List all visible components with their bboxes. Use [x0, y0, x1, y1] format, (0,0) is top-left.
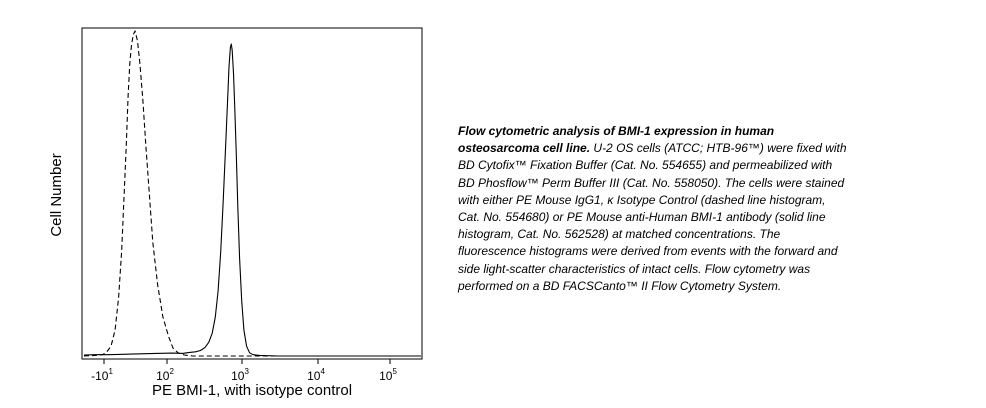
caption-title: Flow cytometric analysis of BMI-1 expres…: [458, 124, 775, 156]
series-layer: [83, 30, 421, 357]
x-tick-label: -101: [91, 367, 113, 383]
plot-frame: [81, 27, 423, 360]
isotype-histogram-line: [83, 30, 421, 357]
x-tick-label: 105: [379, 367, 397, 383]
x-axis-ticks: -101 102 103 104 105: [91, 359, 397, 383]
x-tick-label: 104: [307, 367, 325, 383]
y-axis-label: Cell Number: [48, 153, 65, 236]
figure-caption: Flow cytometric analysis of BMI-1 expres…: [458, 123, 848, 295]
bmi1-histogram-line: [83, 43, 421, 357]
x-tick-label: 103: [231, 367, 249, 383]
caption-body: U-2 OS cells (ATCC; HTB-96™) were fixed …: [458, 141, 847, 293]
x-axis-label: PE BMI-1, with isotype control: [152, 382, 352, 399]
x-tick-label: 102: [156, 367, 174, 383]
